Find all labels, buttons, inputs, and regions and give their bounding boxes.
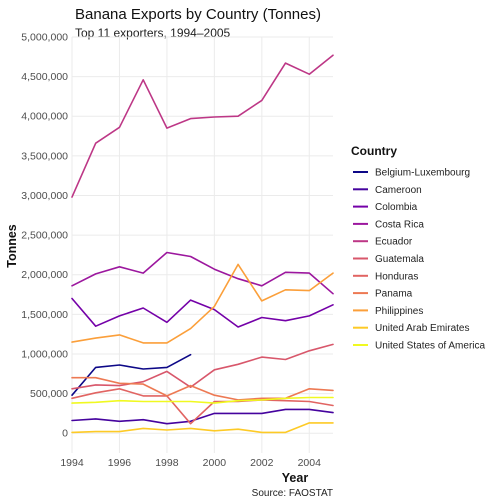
series-line <box>71 263 334 344</box>
x-tick-label: 2002 <box>250 457 274 469</box>
chart-caption: Source: FAOSTAT <box>252 488 333 499</box>
chart-title: Banana Exports by Country (Tonnes) <box>75 6 321 23</box>
series-lines <box>71 54 334 434</box>
legend-label: Guatemala <box>375 254 424 265</box>
series-line <box>71 54 334 198</box>
y-axis-ticks: 0 500,000 1,000,000 1,500,000 2,000,000 2,500… <box>21 32 68 440</box>
legend-label: Panama <box>375 289 413 300</box>
legend-label: Costa Rica <box>375 219 424 230</box>
y-tick-label: 500,000 <box>30 388 68 400</box>
x-axis-title: Year <box>282 471 309 485</box>
series-line <box>71 396 334 404</box>
y-tick-label: 1,500,000 <box>21 309 68 321</box>
series-line <box>71 376 334 401</box>
chart-subtitle: Top 11 exporters, 1994–2005 <box>75 26 231 40</box>
y-tick-label: 2,000,000 <box>21 269 68 281</box>
y-tick-label: 5,000,000 <box>21 32 68 44</box>
y-tick-label: 3,500,000 <box>21 150 68 162</box>
legend-label: Honduras <box>375 271 418 282</box>
legend-label: Cameroon <box>375 185 422 196</box>
series-line <box>71 251 334 295</box>
y-tick-label: 4,500,000 <box>21 71 68 83</box>
y-tick-label: 0 <box>62 428 68 440</box>
legend: Belgium-Luxembourg Cameroon Colombia Costa … <box>353 168 485 352</box>
x-tick-label: 2000 <box>203 457 227 469</box>
y-tick-label: 4,000,000 <box>21 111 68 123</box>
legend-title: Country <box>351 144 397 158</box>
x-tick-label: 1994 <box>60 457 84 469</box>
y-tick-label: 1,000,000 <box>21 348 68 360</box>
legend-label: Belgium-Luxembourg <box>375 168 470 179</box>
x-axis-ticks: 1994 1996 1998 2000 2002 2004 <box>60 457 321 469</box>
legend-label: United Arab Emirates <box>375 323 470 334</box>
y-tick-label: 2,500,000 <box>21 230 68 242</box>
series-line <box>71 343 334 390</box>
y-axis-title: Tonnes <box>5 224 19 268</box>
series-line <box>71 353 192 397</box>
legend-label: Philippines <box>375 306 423 317</box>
series-line <box>71 297 334 328</box>
series-line <box>71 387 334 425</box>
legend-label: United States of America <box>375 341 485 352</box>
legend-label: Ecuador <box>375 237 413 248</box>
x-tick-label: 1998 <box>155 457 179 469</box>
series-line <box>71 422 334 434</box>
series-line <box>71 408 334 425</box>
x-tick-label: 1996 <box>108 457 132 469</box>
y-tick-label: 3,000,000 <box>21 190 68 202</box>
legend-label: Colombia <box>375 202 418 213</box>
x-tick-label: 2004 <box>298 457 322 469</box>
